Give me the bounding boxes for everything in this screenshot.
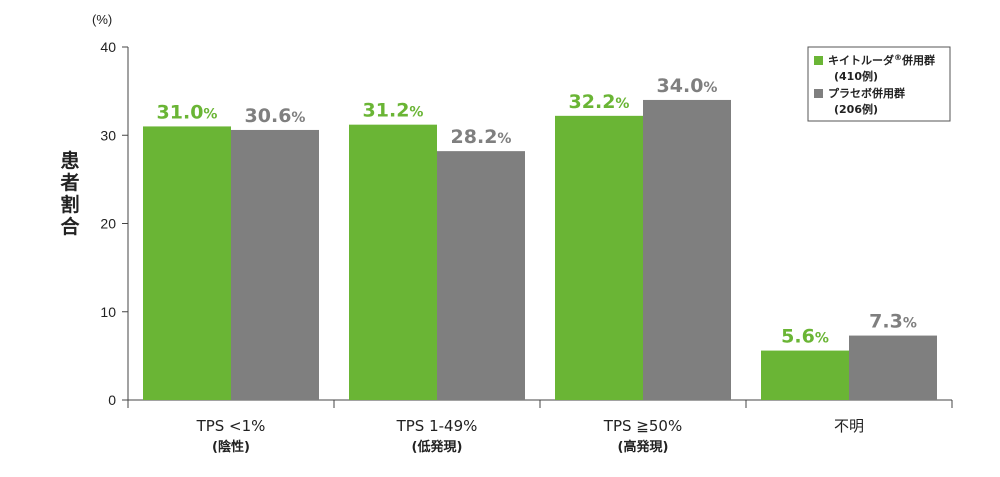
x-category-label: 不明 <box>834 417 864 435</box>
bar-keytruda <box>555 115 643 401</box>
x-category-sublabel: (陰性) <box>212 439 250 455</box>
x-category-label: TPS ≧50% <box>603 417 682 435</box>
legend-n-keytruda: (410例) <box>834 69 878 83</box>
x-category-sublabel: (低発現) <box>412 439 463 455</box>
x-category-sublabel: (高発現) <box>618 439 669 455</box>
data-label-keytruda: 31.2% <box>363 100 424 122</box>
data-label-keytruda: 32.2% <box>569 91 630 113</box>
x-category-label: TPS 1-49% <box>396 417 478 435</box>
bar-placebo <box>231 129 319 400</box>
data-label-keytruda: 31.0% <box>157 101 218 123</box>
data-label-placebo: 28.2% <box>451 126 512 148</box>
bar-keytruda <box>349 124 437 400</box>
legend-swatch-keytruda <box>814 56 823 65</box>
y-tick-label: 0 <box>108 392 116 408</box>
data-labels: 31.0% 30.6% 31.2% 28.2% 32.2% 34.0% 5.6% 7.3% <box>157 75 917 348</box>
legend-swatch-placebo <box>814 89 823 98</box>
y-tick-label: 20 <box>100 216 116 232</box>
category-labels: TPS <1% (陰性) TPS 1-49% (低発現) TPS ≧50% (高発現) 不明 <box>196 417 864 455</box>
bar-keytruda <box>761 350 849 400</box>
bars <box>143 99 937 401</box>
y-tick-label: 40 <box>100 39 116 55</box>
data-label-keytruda: 5.6% <box>781 326 829 348</box>
y-axis-label: 患者割合 <box>60 149 80 238</box>
data-label-placebo: 7.3% <box>869 311 917 333</box>
y-tick-label: 10 <box>100 304 116 320</box>
y-unit-label: (%) <box>92 12 112 27</box>
bar-placebo <box>437 151 525 400</box>
data-label-placebo: 34.0% <box>657 75 718 97</box>
bar-placebo <box>643 99 731 400</box>
legend: キイトルーダ®併用群 (410例) プラセボ併用群 (206例) <box>807 46 951 122</box>
bar-keytruda <box>143 126 231 401</box>
bar-placebo <box>849 335 937 400</box>
legend-name-placebo: プラセボ併用群 <box>828 86 905 100</box>
legend-name-keytruda: キイトルーダ®併用群 <box>828 53 935 67</box>
legend-box <box>807 46 951 122</box>
legend-n-placebo: (206例) <box>834 102 878 116</box>
x-category-label: TPS <1% <box>196 417 266 435</box>
data-label-placebo: 30.6% <box>245 105 306 127</box>
y-tick-label: 30 <box>100 127 116 143</box>
